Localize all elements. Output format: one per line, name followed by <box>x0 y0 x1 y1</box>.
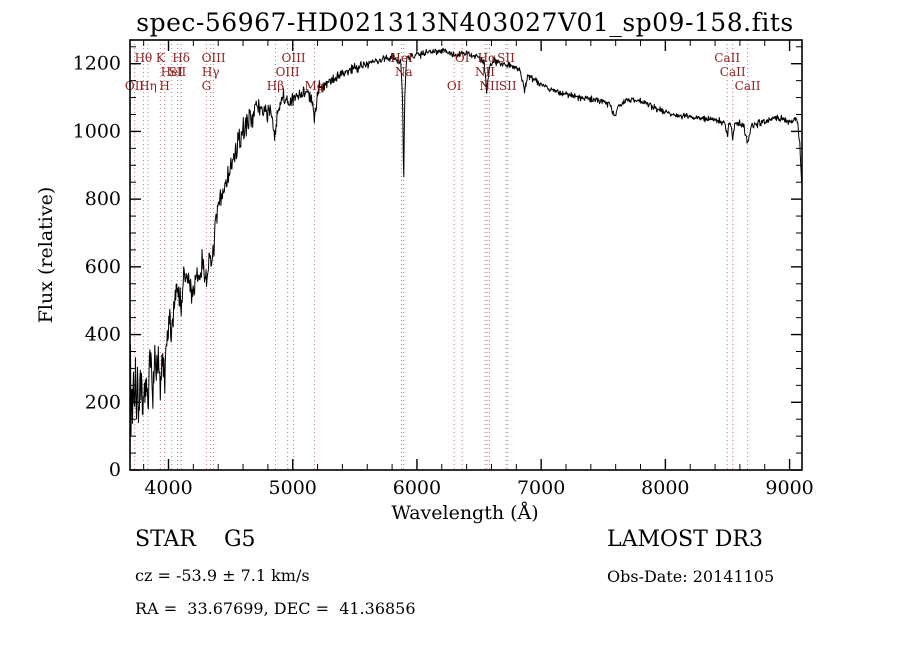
svg-text:SII: SII <box>169 65 187 79</box>
survey-release-label: LAMOST DR3 <box>607 527 763 552</box>
svg-text:H: H <box>159 79 169 93</box>
svg-text:OIII: OIII <box>202 51 226 65</box>
svg-text:8000: 8000 <box>641 477 689 499</box>
svg-text:0: 0 <box>109 459 121 481</box>
svg-text:Hη: Hη <box>139 79 157 93</box>
svg-text:800: 800 <box>85 188 121 210</box>
y-axis-label: Flux (relative) <box>35 186 57 324</box>
svg-text:OIII: OIII <box>282 51 306 65</box>
svg-text:600: 600 <box>85 256 121 278</box>
cz-velocity-value: cz = -53.9 ± 7.1 km/s <box>135 566 310 585</box>
svg-text:HeI: HeI <box>390 51 413 65</box>
svg-text:5000: 5000 <box>269 477 317 499</box>
svg-text:Na: Na <box>395 65 413 79</box>
svg-text:CaII: CaII <box>714 51 740 65</box>
svg-text:NII: NII <box>479 79 499 93</box>
svg-text:200: 200 <box>85 391 121 413</box>
svg-text:OI: OI <box>455 51 470 65</box>
svg-text:7000: 7000 <box>517 477 565 499</box>
ra-dec-value: RA = 33.67699, DEC = 41.36856 <box>135 599 416 618</box>
svg-text:Hα: Hα <box>478 51 497 65</box>
svg-text:NII: NII <box>475 65 495 79</box>
svg-text:Hθ: Hθ <box>135 51 153 65</box>
x-axis-label: Wavelength (Å) <box>391 502 539 524</box>
svg-text:HeI: HeI <box>161 65 184 79</box>
svg-text:SII: SII <box>497 51 515 65</box>
svg-text:Hδ: Hδ <box>172 51 190 65</box>
svg-text:Hβ: Hβ <box>267 79 284 93</box>
obs-date-value: Obs-Date: 20141105 <box>607 567 775 586</box>
plot-title: spec-56967-HD021313N403027V01_sp09-158.f… <box>136 8 794 37</box>
svg-text:Mg: Mg <box>304 79 324 93</box>
svg-text:4000: 4000 <box>144 477 192 499</box>
svg-text:K: K <box>156 51 166 65</box>
svg-text:1200: 1200 <box>73 53 121 75</box>
svg-text:CaII: CaII <box>720 65 746 79</box>
svg-text:OIII: OIII <box>276 65 300 79</box>
svg-text:Hγ: Hγ <box>202 65 220 79</box>
svg-text:OI: OI <box>447 79 462 93</box>
svg-text:400: 400 <box>85 324 121 346</box>
svg-text:G: G <box>202 79 212 93</box>
svg-text:9000: 9000 <box>765 477 813 499</box>
svg-text:SII: SII <box>499 79 517 93</box>
svg-text:CaII: CaII <box>735 79 761 93</box>
svg-text:1000: 1000 <box>73 120 121 142</box>
object-class-label: STAR G5 <box>135 527 256 552</box>
svg-text:6000: 6000 <box>393 477 441 499</box>
